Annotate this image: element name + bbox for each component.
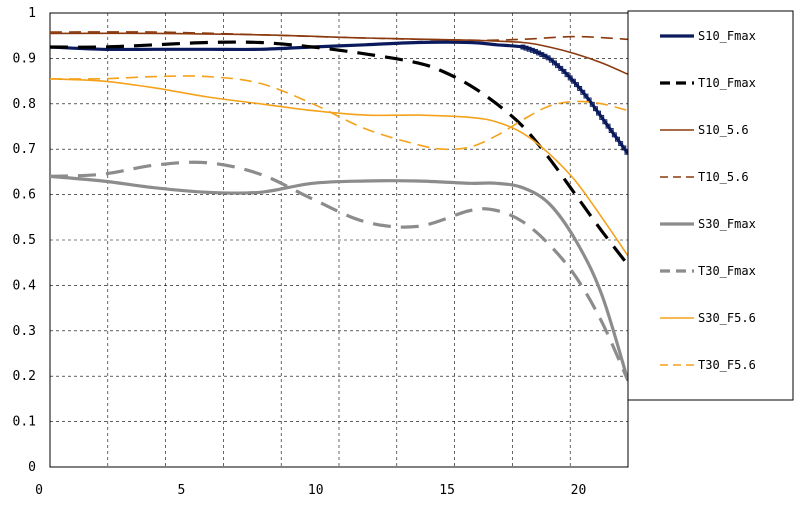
- y-tick-label: 0.7: [13, 142, 36, 157]
- x-tick-label: 10: [308, 483, 324, 498]
- series-marker-S10_Fmax: [605, 123, 611, 129]
- legend-label-S30_Fmax: S30_Fmax: [698, 217, 756, 231]
- series-marker-S10_Fmax: [577, 86, 583, 91]
- x-tick-label: 20: [571, 483, 587, 498]
- series-line-T30_Fmax: [49, 160, 630, 382]
- series-marker-S10_Fmax: [599, 114, 605, 120]
- legend-label-T30_F5.6: T30_F5.6: [698, 358, 756, 372]
- y-tick-label: 0.2: [13, 369, 36, 384]
- series-marker-S10_Fmax: [564, 72, 570, 78]
- series-marker-S10_Fmax: [583, 93, 589, 99]
- y-tick-label: 0.8: [13, 97, 36, 112]
- series-marker-S10_Fmax: [621, 145, 627, 151]
- series-marker-S10_Fmax: [592, 106, 598, 112]
- series-marker-S10_Fmax: [551, 60, 557, 66]
- series-marker-S10_Fmax: [548, 57, 554, 63]
- series-marker-S10_Fmax: [567, 75, 573, 81]
- y-tick-label: 0.4: [13, 278, 37, 293]
- x-tick-label: 0: [35, 483, 43, 498]
- x-axis-tick-labels: 0 5 10 15 20: [35, 483, 586, 498]
- legend-label-T30_Fmax: T30_Fmax: [698, 264, 756, 278]
- y-tick-label: 1: [28, 6, 36, 21]
- legend: S10_Fmax T10_Fmax S10_5.6 T10_5.6 S30_Fmax T3…: [627, 10, 794, 401]
- series-marker-S10_Fmax: [608, 128, 614, 133]
- series-marker-S10_Fmax: [558, 65, 564, 71]
- legend-label-S10_5.6: S10_5.6: [698, 123, 749, 137]
- x-tick-label: 15: [439, 483, 455, 498]
- series-marker-S10_Fmax: [520, 44, 526, 50]
- x-tick-label: 5: [177, 483, 185, 498]
- series-line-S30_F5.6: [49, 78, 629, 257]
- series-marker-S10_Fmax: [574, 82, 579, 88]
- series-marker-S10_Fmax: [529, 47, 535, 53]
- y-tick-label: 0.5: [13, 233, 36, 248]
- series-marker-S10_Fmax: [602, 119, 608, 125]
- y-tick-label: 0.1: [13, 415, 36, 430]
- y-tick-label: 0.9: [13, 51, 36, 66]
- series-marker-S10_Fmax: [596, 110, 602, 116]
- series-marker-S10_Fmax: [523, 45, 529, 51]
- series-line-T10_5.6: [49, 31, 629, 42]
- series-marker-S10_Fmax: [589, 101, 595, 107]
- legend-label-S30_F5.6: S30_F5.6: [698, 311, 756, 325]
- series-lines: [49, 31, 630, 382]
- series-marker-S10_Fmax: [555, 63, 561, 69]
- legend-label-T10_5.6: T10_5.6: [698, 170, 749, 184]
- series-marker-S10_Fmax: [615, 136, 620, 142]
- y-tick-label: 0.6: [13, 188, 36, 203]
- series-marker-S10_Fmax: [561, 68, 567, 74]
- series-marker-S10_Fmax: [618, 141, 624, 147]
- series-line-S30_Fmax: [49, 174, 630, 382]
- series-line-T30_F5.6: [49, 75, 629, 151]
- legend-label-T10_Fmax: T10_Fmax: [698, 76, 756, 90]
- legend-label-S10_Fmax: S10_Fmax: [698, 29, 756, 43]
- y-tick-label: 0: [28, 460, 36, 475]
- y-tick-label: 0.3: [13, 324, 36, 339]
- series-marker-S10_Fmax: [580, 89, 586, 95]
- series-line-S10_Fmax: [49, 40, 630, 155]
- grid-lines: [50, 13, 629, 467]
- series-marker-S10_Fmax: [526, 46, 532, 52]
- series-marker-S10_Fmax: [611, 132, 617, 138]
- series-marker-S10_Fmax: [570, 78, 576, 84]
- series-marker-S10_Fmax: [533, 48, 538, 54]
- y-axis-tick-labels: 0 0.1 0.2 0.3 0.4 0.5 0.6 0.7 0.8 0.9 1: [13, 6, 37, 475]
- legend-box: [627, 10, 794, 401]
